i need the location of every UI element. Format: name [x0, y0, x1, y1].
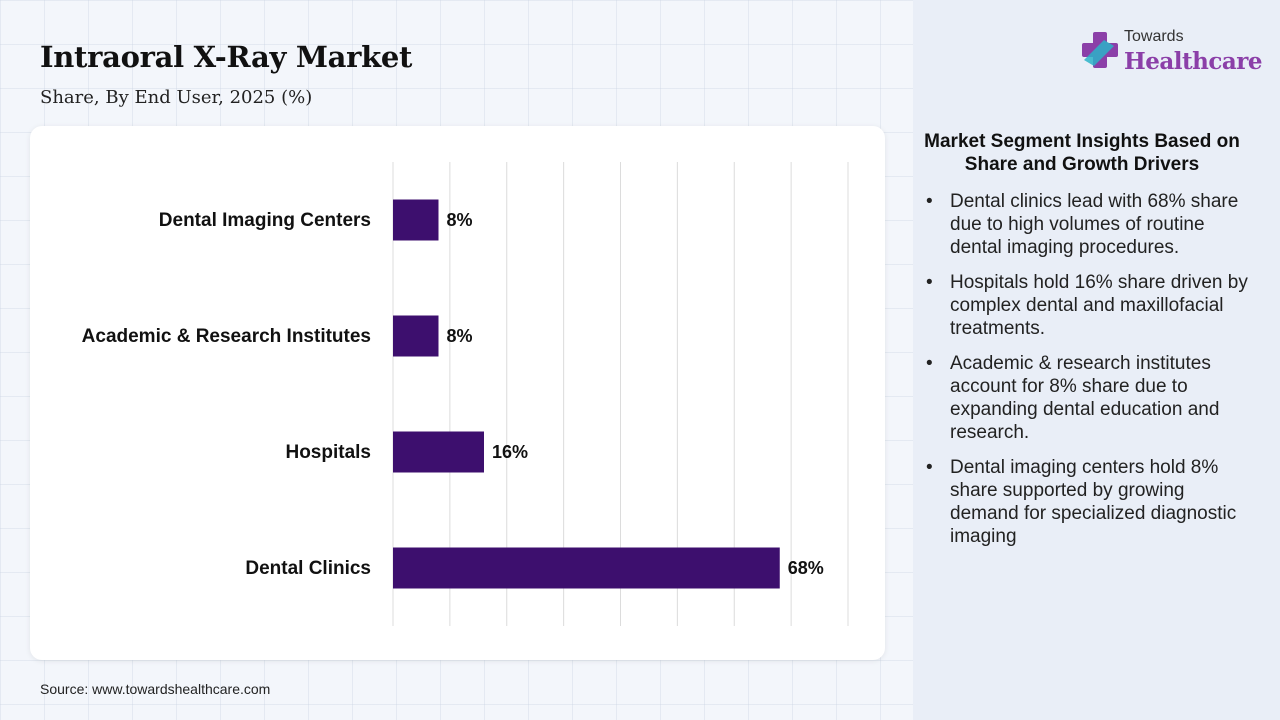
bullet-icon: •: [926, 353, 933, 374]
bar: [393, 199, 439, 241]
bar: [393, 431, 484, 473]
insight-item: • Dental imaging centers hold 8% share su…: [924, 456, 1250, 548]
category-label: Hospitals: [285, 442, 371, 463]
cross-icon: [1082, 32, 1118, 68]
data-label: 68%: [788, 558, 824, 578]
category-label: Dental Clinics: [245, 558, 371, 579]
bar: [393, 547, 780, 589]
bar: [393, 315, 439, 357]
source-note: Source: www.towardshealthcare.com: [40, 681, 271, 697]
insight-item: • Academic & research institutes account …: [924, 352, 1250, 444]
data-label: 8%: [447, 326, 473, 346]
brand-logo: Towards Healthcare: [1080, 28, 1263, 78]
chart-title: Intraoral X-Ray Market: [40, 40, 413, 74]
insights-list: • Dental clinics lead with 68% share due …: [924, 190, 1250, 560]
insight-text: Academic & research institutes account f…: [950, 353, 1220, 443]
insight-text: Hospitals hold 16% share driven by compl…: [950, 272, 1248, 339]
insight-item: • Dental clinics lead with 68% share due …: [924, 190, 1250, 259]
bullet-icon: •: [926, 191, 933, 212]
bullet-icon: •: [926, 457, 933, 478]
logo-text-main: Healthcare: [1124, 48, 1263, 75]
insights-title: Market Segment Insights Based on Share a…: [924, 131, 1240, 175]
logo-text-top: Towards: [1124, 28, 1184, 45]
insight-text: Dental clinics lead with 68% share due t…: [950, 191, 1239, 258]
insight-item: • Hospitals hold 16% share driven by comp…: [924, 271, 1250, 340]
insight-text: Dental imaging centers hold 8% share sup…: [950, 457, 1237, 547]
data-label: 16%: [492, 442, 528, 462]
chart-card: Dental Imaging Centers 8% Academic & Resea…: [30, 126, 885, 660]
chart-subtitle: Share, By End User, 2025 (%): [40, 87, 313, 108]
bullet-icon: •: [926, 272, 933, 293]
data-label: 8%: [447, 210, 473, 230]
category-label: Academic & Research Institutes: [82, 326, 371, 347]
bar-chart: Dental Imaging Centers 8% Academic & Resea…: [82, 162, 849, 626]
insights-panel: [913, 0, 1280, 720]
category-label: Dental Imaging Centers: [159, 210, 371, 231]
